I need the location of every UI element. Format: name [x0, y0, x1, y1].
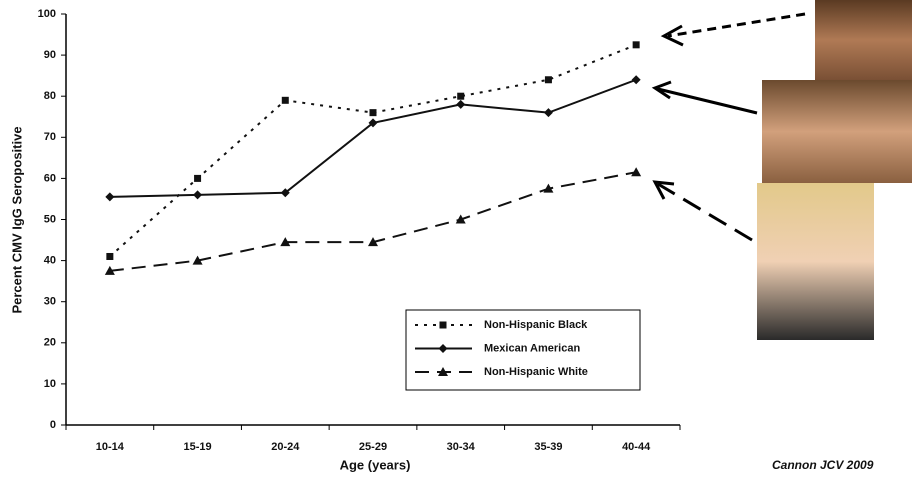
marker: [631, 75, 641, 85]
legend-label: Mexican American: [484, 342, 580, 354]
marker: [456, 99, 466, 109]
y-tick-label: 40: [44, 255, 56, 267]
marker: [543, 183, 554, 193]
marker: [105, 192, 115, 202]
marker: [632, 41, 640, 49]
y-tick-label: 100: [38, 8, 56, 20]
y-tick-label: 60: [44, 172, 56, 184]
photo: [762, 80, 912, 183]
marker: [631, 167, 642, 177]
x-tick-label: 10-14: [96, 441, 125, 453]
marker: [455, 214, 466, 224]
marker: [439, 321, 447, 329]
y-tick-label: 0: [50, 419, 56, 431]
y-tick-label: 90: [44, 49, 56, 61]
citation: Cannon JCV 2009: [772, 458, 874, 472]
marker: [194, 174, 202, 182]
marker: [438, 344, 448, 353]
marker: [281, 96, 289, 104]
marker: [457, 92, 465, 100]
photo: [757, 183, 874, 340]
y-tick-label: 10: [44, 378, 56, 390]
x-tick-label: 40-44: [622, 441, 651, 453]
y-tick-label: 20: [44, 337, 56, 349]
x-tick-label: 20-24: [271, 441, 300, 453]
photo: [815, 0, 912, 80]
marker: [368, 118, 378, 128]
legend-label: Non-Hispanic White: [484, 366, 588, 378]
y-tick-label: 70: [44, 131, 56, 143]
marker: [369, 109, 377, 117]
marker: [280, 237, 291, 247]
marker: [438, 367, 448, 376]
y-tick-label: 50: [44, 213, 56, 225]
marker: [368, 237, 378, 247]
y-tick-label: 80: [44, 90, 56, 102]
x-tick-label: 25-29: [359, 441, 387, 453]
series-line: [109, 78, 637, 198]
x-axis-label: Age (years): [340, 457, 411, 472]
series-line: [109, 171, 637, 272]
marker: [192, 255, 203, 265]
x-tick-label: 35-39: [534, 441, 562, 453]
marker: [193, 190, 203, 200]
arrows: [651, 12, 806, 242]
marker: [543, 108, 553, 118]
marker: [280, 188, 290, 198]
marker: [544, 76, 552, 84]
y-tick-label: 30: [44, 296, 56, 308]
x-tick-label: 30-34: [447, 441, 476, 453]
marker: [106, 252, 114, 260]
x-tick-label: 15-19: [184, 441, 212, 453]
legend-label: Non-Hispanic Black: [484, 319, 588, 331]
y-axis-label: Percent CMV IgG Seropositive: [9, 126, 24, 313]
series-line: [109, 43, 637, 258]
marker: [104, 265, 115, 275]
